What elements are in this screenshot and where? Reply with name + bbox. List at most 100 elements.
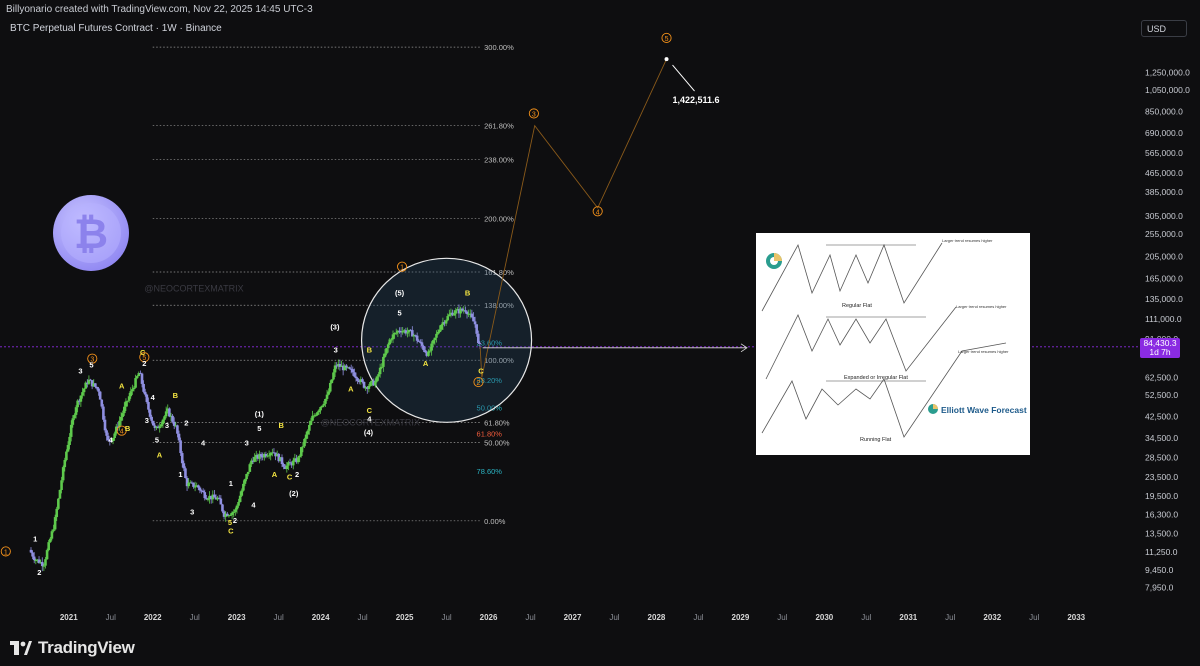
wave-label-circle	[528, 108, 539, 119]
candle-body	[79, 395, 83, 402]
candle-body	[320, 405, 324, 407]
candle-body	[73, 414, 76, 419]
candle-body	[221, 504, 224, 512]
candle-body	[243, 479, 247, 484]
candle-body	[37, 559, 41, 564]
candle-body	[95, 386, 99, 389]
price-tick-label: 52,500.0	[1145, 390, 1178, 400]
price-tick-label: 565,000.0	[1145, 148, 1183, 158]
candle-body	[473, 321, 477, 325]
candle-body	[47, 542, 50, 551]
candle-body	[118, 420, 121, 428]
fib-level-label: 138.00%	[484, 301, 514, 310]
price-tick-label: 62,500.0	[1145, 372, 1178, 382]
candle-body	[140, 373, 144, 384]
candle-body	[94, 383, 97, 387]
candle-body	[388, 339, 392, 345]
candle-body	[433, 337, 437, 341]
candle-body	[203, 492, 207, 499]
wave-label: 1	[229, 479, 233, 488]
price-tick-label: 13,500.0	[1145, 529, 1178, 539]
candle-body	[359, 379, 363, 383]
symbol-title[interactable]: BTC Perpetual Futures Contract · 1W · Bi…	[10, 23, 222, 34]
candle-body	[106, 435, 110, 441]
candle-body	[431, 340, 435, 344]
ref-note-3: Larger trend resumes higher	[958, 349, 1009, 354]
candle-body	[283, 466, 287, 470]
candle-body	[406, 332, 409, 334]
candle-body	[58, 489, 62, 499]
candle-body	[193, 486, 197, 488]
price-tick-label: 1,250,000.0	[1145, 67, 1190, 77]
candle-body	[142, 383, 145, 392]
candle-body	[102, 406, 105, 420]
candle-body	[158, 426, 162, 429]
candle-body	[382, 356, 385, 367]
ref-title-1: Regular Flat	[842, 303, 872, 309]
forecast-line	[479, 58, 667, 378]
candle-body	[164, 411, 168, 417]
price-tick-label: 255,000.0	[1145, 229, 1183, 239]
candle-body	[385, 348, 388, 354]
candle-body	[137, 373, 141, 377]
time-tick-label: 2030	[815, 613, 833, 622]
price-axis[interactable]: 1,250,000.0 1,050,000.0 850,000.0 690,000.0…	[1145, 67, 1190, 592]
candle-body	[87, 379, 91, 384]
watermark-text: @NEOCORTEXMATRIX	[321, 417, 420, 427]
candle-body	[124, 401, 128, 407]
candle-body	[57, 498, 60, 509]
attribution-text: Billyonario created with TradingView.com…	[6, 4, 313, 15]
candle-body	[314, 415, 318, 417]
candle-body	[394, 332, 398, 334]
candle-body	[372, 380, 376, 386]
candle-body	[393, 332, 396, 335]
candle-body	[245, 473, 248, 480]
candle-body	[367, 385, 371, 389]
candle-body	[176, 425, 179, 434]
time-axis[interactable]: 2021 Jul 2022 Jul 2023 Jul 2024 Jul 2025 Jul 2026 J…	[60, 613, 1086, 622]
fib-level-label: 50.00%	[484, 438, 510, 447]
wave-label: 5	[397, 308, 401, 317]
wave-label-circle	[87, 353, 98, 364]
candle-body	[279, 457, 282, 462]
highlight-circle	[360, 257, 533, 423]
price-tick-label: 111,000.0	[1145, 314, 1182, 324]
pointer-arrow	[482, 343, 748, 353]
candle-body	[417, 340, 421, 342]
tradingview-logo[interactable]: TradingView	[10, 638, 135, 658]
candle-body	[438, 329, 441, 332]
candle-body	[398, 330, 401, 332]
wave-label: C	[228, 527, 234, 536]
candle-body	[123, 406, 126, 414]
candle-body	[330, 379, 334, 383]
candle-body	[192, 482, 195, 487]
candle-body	[211, 494, 215, 500]
candle-body	[74, 407, 78, 415]
candle-body	[256, 454, 260, 459]
candle-body	[261, 456, 264, 458]
candle-body	[335, 365, 338, 367]
wave-label: 2	[184, 418, 188, 427]
candle-body	[225, 513, 229, 517]
price-chart[interactable]: 300.00%261.80%238.00%200.00%161.80%138.0…	[0, 0, 1200, 630]
ref-title-3: Running Flat	[860, 437, 892, 443]
time-tick-label: 2032	[983, 613, 1001, 622]
candle-body	[287, 462, 290, 466]
candle-body	[325, 394, 329, 399]
target-pointer	[672, 64, 695, 92]
currency-selector[interactable]: USD	[1141, 20, 1187, 37]
candle-body	[436, 331, 440, 334]
price-tick-label: 385,000.0	[1145, 187, 1183, 197]
candle-body	[166, 408, 170, 412]
candle-body	[76, 400, 79, 408]
candle-body	[454, 310, 458, 314]
candle-body	[443, 322, 446, 324]
candle-body	[121, 413, 125, 417]
candle-body	[77, 400, 81, 402]
candle-body	[216, 497, 219, 500]
tradingview-wordmark: TradingView	[38, 638, 135, 657]
time-tick-label: Jul	[190, 613, 200, 622]
candle-body	[143, 391, 147, 395]
arrow-head	[740, 343, 748, 353]
candle-body	[271, 452, 274, 454]
